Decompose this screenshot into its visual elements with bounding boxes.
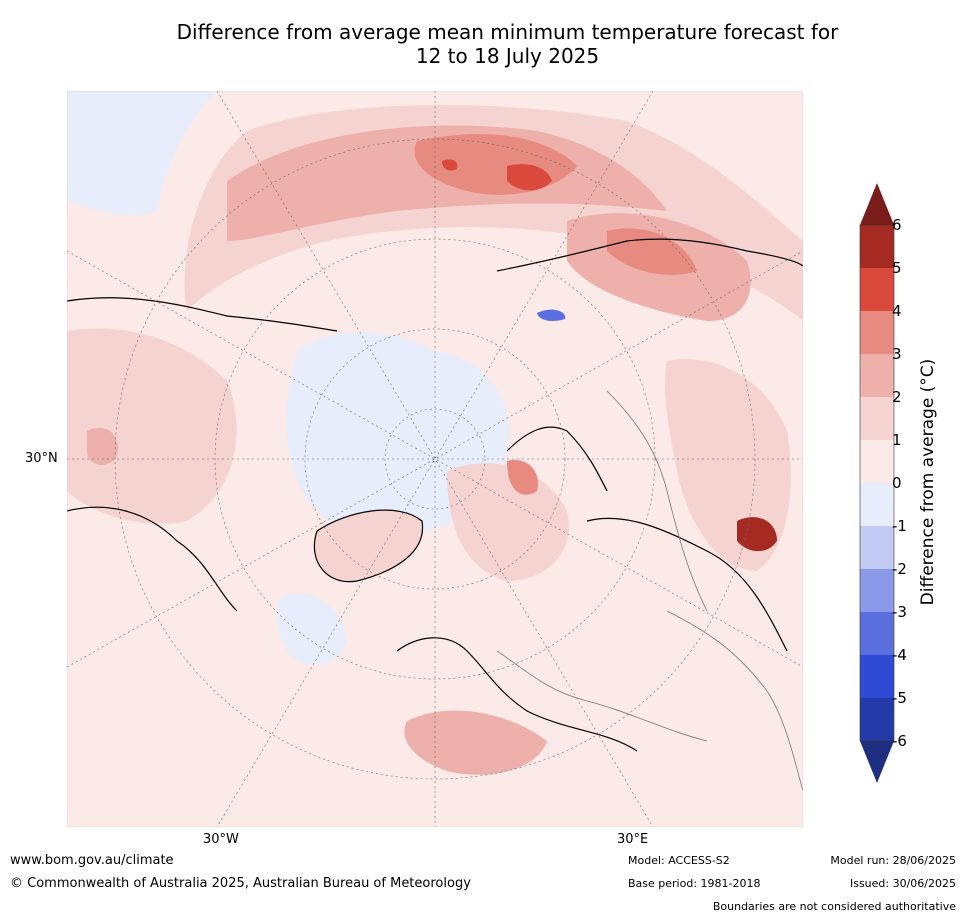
warm-spot-north-america: [87, 427, 118, 466]
colorbar-tick-label: -1: [892, 517, 907, 535]
footer-base-period: Base period: 1981-2018: [628, 877, 761, 890]
hot-spot-east-asia: [737, 517, 777, 552]
coastlines: [67, 238, 803, 752]
colorbar-tick-label: -5: [892, 689, 907, 707]
colorbar-tick-label: -6: [892, 732, 907, 750]
colorbar-segment: [860, 569, 894, 612]
warm-europe: [447, 463, 569, 581]
title-line-2: 12 to 18 July 2025: [415, 44, 600, 68]
colorbar-tick-label: 4: [892, 302, 902, 320]
colorbar-segment: [860, 655, 894, 698]
cool-region-atlantic: [276, 593, 347, 665]
colorbar-label: Difference from average (°C): [918, 358, 938, 606]
warm-mediterranean: [404, 710, 547, 775]
colorbar-tick-label: 0: [892, 474, 902, 492]
footer-website: www.bom.gov.au/climate: [10, 853, 174, 868]
map-title: Difference from average mean minimum tem…: [60, 20, 955, 68]
colorbar-segment: [860, 440, 894, 483]
footer-issued: Issued: 30/06/2025: [849, 877, 956, 890]
lat-label-30n: 30°N: [25, 451, 58, 466]
warm-greenland: [314, 510, 423, 582]
colorbar-tick-label: 1: [892, 431, 902, 449]
colorbar-tick-label: 6: [892, 216, 902, 234]
colorbar-tick-label: 5: [892, 259, 902, 277]
warm-north-america: [67, 328, 237, 524]
lon-label-30e: 30°E: [617, 832, 649, 847]
hot-spot-north: [507, 164, 552, 191]
country-borders: [496, 390, 803, 792]
colorbar-segment: [860, 526, 894, 569]
cool-region-northwest: [67, 91, 217, 216]
map-canvas: [67, 91, 803, 827]
colorbar-svg: [859, 183, 895, 783]
colorbar-tick-label: -2: [892, 560, 907, 578]
colorbar-segment: [860, 483, 894, 526]
lon-label-30w: 30°W: [203, 832, 239, 847]
warm-spot-scandinavia: [507, 460, 538, 495]
footer-model: Model: ACCESS-S2: [628, 854, 730, 867]
colorbar-segment: [860, 397, 894, 440]
colorbar-segment: [860, 268, 894, 311]
footer-copyright: © Commonwealth of Australia 2025, Austra…: [10, 876, 471, 891]
title-line-1: Difference from average mean minimum tem…: [176, 20, 839, 44]
colorbar-tick-label: 2: [892, 388, 902, 406]
colorbar-arrow-top: [860, 183, 894, 225]
warm-siberia-core: [607, 228, 697, 275]
colorbar-segment: [860, 225, 894, 268]
colorbar-tick-label: -4: [892, 646, 907, 664]
colorbar: [858, 183, 958, 783]
footer-model-run: Model run: 28/06/2025: [830, 854, 956, 867]
colorbar-arrow-bottom: [860, 741, 894, 783]
cool-spot-siberia: [537, 309, 566, 321]
hot-spot-north-small: [442, 159, 458, 171]
colorbar-segment: [860, 311, 894, 354]
colorbar-segment: [860, 354, 894, 397]
colorbar-segment: [860, 698, 894, 741]
footer-disclaimer: Boundaries are not considered authoritat…: [712, 900, 956, 913]
forecast-map: [67, 91, 803, 827]
colorbar-frame: [859, 224, 895, 742]
graticule: [67, 91, 803, 827]
colorbar-segment: [860, 612, 894, 655]
colorbar-tick-label: -3: [892, 603, 907, 621]
colorbar-tick-label: 3: [892, 345, 902, 363]
